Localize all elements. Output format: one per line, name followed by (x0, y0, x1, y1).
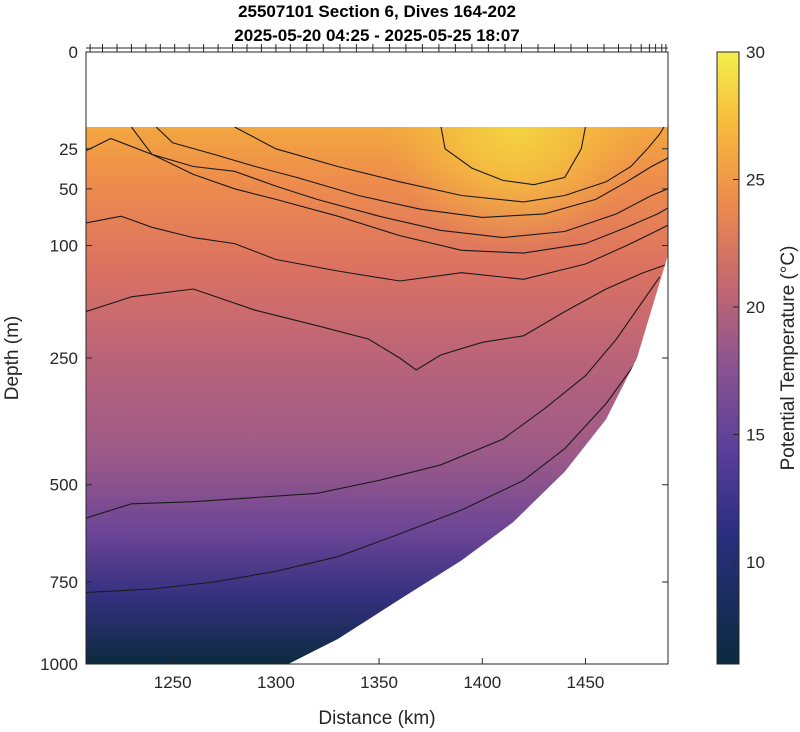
x-tick-label: 1450 (567, 673, 605, 692)
y-tick-label: 750 (50, 573, 78, 592)
dive-position-ticks (86, 44, 668, 52)
colorbar-tick-label: 30 (746, 43, 765, 62)
colorbar-tick-label: 15 (746, 426, 765, 445)
colorbar-title: Potential Temperature (°C) (778, 246, 799, 471)
colorbar-tick-label: 10 (746, 553, 765, 572)
x-tick-label: 1400 (463, 673, 501, 692)
x-tick-label: 1250 (154, 673, 192, 692)
y-axis: 0 25 50 100 250 500 750 1000 (40, 43, 668, 674)
isotherm-26c (234, 126, 665, 203)
isotherm-24c (130, 126, 668, 239)
colorbar: 10 15 20 25 30 Potential Temperature (°C) (716, 43, 799, 665)
colorbar-tick-label: 20 (746, 298, 765, 317)
chart-title-line-2: 2025-05-20 04:25 - 2025-05-25 18:07 (234, 26, 519, 45)
x-axis: 1250 1300 1350 1400 1450 (154, 658, 605, 692)
y-tick-label: 500 (50, 476, 78, 495)
colorbar-ticks: 10 15 20 25 30 (733, 43, 765, 572)
isotherm-20c (86, 263, 668, 371)
y-tick-label: 100 (50, 237, 78, 256)
y-tick-label: 250 (50, 349, 78, 368)
isotherm-25c (155, 126, 668, 218)
isotherm-23c (86, 137, 668, 254)
chart-title-line-1: 25507101 Section 6, Dives 164-202 (238, 2, 516, 21)
y-tick-label: 1000 (40, 655, 78, 674)
isotherm-lines (86, 126, 668, 594)
isotherm-16c (86, 276, 661, 519)
isotherm-28c (440, 126, 586, 186)
y-tick-label: 0 (69, 43, 78, 62)
x-tick-label: 1300 (257, 673, 295, 692)
isotherm-22c (86, 215, 668, 282)
x-tick-label: 1350 (360, 673, 398, 692)
colorbar-bar (716, 51, 740, 665)
y-tick-label: 50 (59, 180, 78, 199)
y-axis-title: Depth (m) (2, 316, 23, 400)
x-axis-title: Distance (km) (318, 708, 435, 729)
isotherm-12c (86, 314, 661, 594)
colorbar-tick-label: 25 (746, 171, 765, 190)
y-tick-label: 25 (59, 140, 78, 159)
